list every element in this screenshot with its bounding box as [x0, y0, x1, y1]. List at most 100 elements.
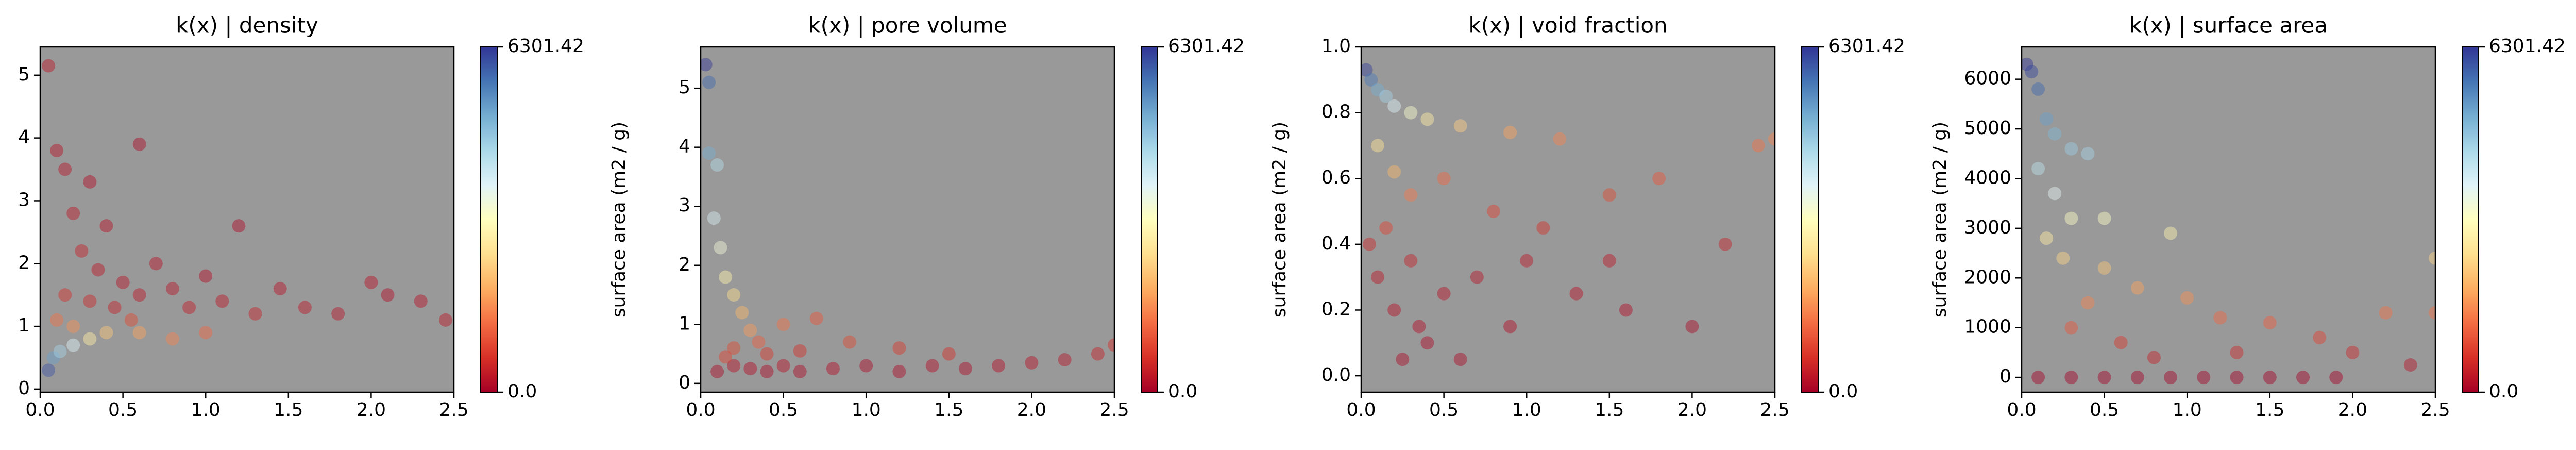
point: [727, 359, 741, 373]
point: [826, 362, 840, 376]
points: [2022, 57, 2435, 385]
point: [2180, 291, 2194, 305]
x-tick-label: 1.5: [274, 399, 303, 421]
point: [892, 341, 906, 355]
point: [2197, 371, 2211, 385]
point: [414, 294, 428, 308]
point: [1569, 287, 1583, 301]
point: [298, 301, 312, 314]
point: [1091, 347, 1105, 361]
x-tick-label: 1.5: [934, 399, 963, 421]
y-tick-label: 4: [18, 127, 30, 148]
point: [1619, 303, 1633, 317]
point: [958, 362, 972, 376]
point: [1503, 320, 1517, 334]
y-tick-label: 6000: [1964, 68, 2011, 89]
point: [2130, 281, 2144, 295]
point: [1420, 112, 1434, 126]
y-tick-label: 5: [18, 64, 30, 85]
point: [1387, 99, 1401, 113]
point: [165, 282, 179, 295]
colorbar: [1141, 46, 1158, 393]
point: [843, 335, 857, 349]
point: [83, 332, 97, 346]
x-tick-label: 0.0: [2007, 399, 2036, 421]
point: [66, 320, 80, 334]
point: [1503, 125, 1517, 139]
point: [2031, 162, 2045, 176]
x-tick-label: 0.0: [25, 399, 55, 421]
y-tick-label: 0.8: [1321, 102, 1351, 123]
point: [108, 301, 122, 314]
point: [714, 241, 727, 255]
point: [1371, 82, 1385, 96]
point: [892, 364, 906, 378]
y-tick-label: 0: [1999, 366, 2011, 387]
point: [199, 326, 213, 340]
point: [2130, 371, 2144, 385]
y-tick-label: 0.0: [1321, 364, 1351, 386]
chart-title: k(x) | surface area: [2129, 13, 2328, 38]
point: [1371, 139, 1385, 153]
point: [165, 332, 179, 346]
axes-frame: [39, 46, 455, 393]
point: [83, 294, 97, 308]
point: [727, 288, 741, 302]
point: [2064, 142, 2078, 156]
y-tick-label: 0.2: [1321, 298, 1351, 320]
point: [331, 307, 345, 321]
point: [438, 313, 452, 327]
point: [58, 162, 72, 176]
point: [2313, 330, 2327, 344]
point: [2040, 231, 2054, 245]
point: [1379, 221, 1393, 235]
point: [2263, 371, 2277, 385]
y-tick-label: 1: [679, 313, 690, 334]
plot-background: [1361, 47, 1775, 392]
point: [2031, 371, 2045, 385]
x-tick-label: 0.0: [1346, 399, 1376, 421]
point: [809, 311, 823, 325]
point: [91, 263, 105, 277]
point: [2064, 211, 2078, 225]
point: [1404, 106, 1418, 120]
points: [42, 59, 452, 377]
point: [75, 244, 89, 258]
point: [719, 350, 733, 364]
x-tick-label: 2.5: [2420, 399, 2450, 421]
point: [735, 306, 749, 320]
chart-title: k(x) | density: [176, 13, 318, 38]
point: [2114, 336, 2128, 349]
point: [2097, 371, 2111, 385]
point: [942, 347, 956, 361]
axes-frame: [2021, 46, 2436, 393]
point: [2164, 371, 2178, 385]
point: [1751, 139, 1765, 153]
y-tick-label: 3: [18, 189, 30, 210]
point: [1025, 356, 1039, 370]
x-tick-label: 2.0: [2338, 399, 2367, 421]
point: [2031, 82, 2045, 96]
point: [149, 257, 163, 271]
x-tick-label: 1.5: [1595, 399, 1624, 421]
point: [859, 359, 873, 373]
point: [743, 362, 757, 376]
y-tick-label: 4000: [1964, 167, 2011, 188]
point: [2346, 345, 2360, 359]
point: [1486, 205, 1500, 219]
point: [248, 307, 262, 321]
colorbar-tick-label: 0.0: [1828, 381, 1858, 402]
point: [1379, 89, 1393, 103]
plot-background: [2022, 47, 2435, 392]
point: [2429, 306, 2435, 320]
x-tick-label: 0.5: [108, 399, 138, 421]
point: [925, 359, 939, 373]
colorbar-label: surface area (m2 / g): [608, 122, 630, 318]
colorbar-tick-label: 6301.42: [1168, 36, 1245, 57]
point: [1652, 172, 1666, 186]
point: [793, 344, 807, 358]
point: [1602, 254, 1616, 268]
point: [2429, 251, 2435, 265]
colorbar-tick-label: 0.0: [2489, 381, 2518, 402]
point: [2097, 211, 2111, 225]
